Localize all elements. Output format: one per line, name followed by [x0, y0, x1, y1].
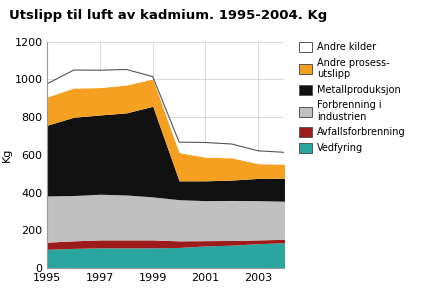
Legend: Andre kilder, Andre prosess-
utslipp, Metallproduksjon, Forbrenning i
industrien: Andre kilder, Andre prosess- utslipp, Me… — [298, 42, 405, 153]
Text: Utslipp til luft av kadmium. 1995-2004. Kg: Utslipp til luft av kadmium. 1995-2004. … — [9, 9, 326, 22]
Y-axis label: Kg: Kg — [2, 148, 12, 162]
